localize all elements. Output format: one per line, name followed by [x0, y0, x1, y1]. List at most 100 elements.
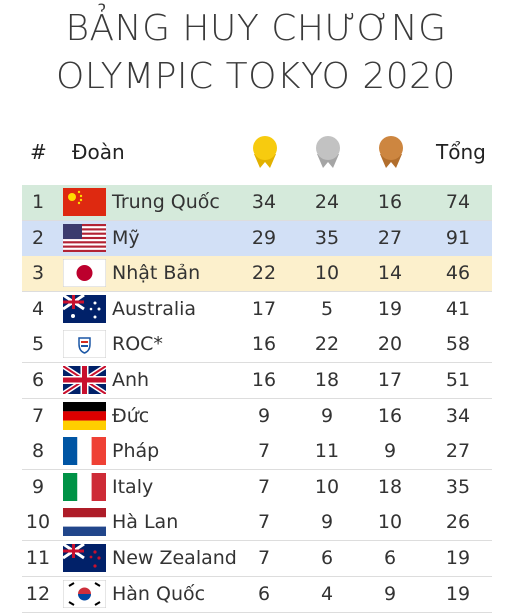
flag-icon: [63, 223, 106, 252]
rank: 3: [31, 262, 45, 285]
table-row: 11 New Zealand 7 6 6 19: [22, 541, 492, 577]
total-count: 41: [445, 297, 471, 320]
silver-count: 10: [314, 475, 340, 498]
total-count: 19: [445, 547, 471, 569]
bronze-count: 16: [377, 404, 403, 427]
gold-count: 34: [251, 191, 277, 213]
flag: [62, 329, 107, 362]
gold-count: 17: [251, 297, 277, 320]
flag: [62, 542, 106, 576]
gold-count: 7: [257, 547, 271, 569]
header-team: Đoàn: [72, 140, 125, 164]
flag-icon: [61, 363, 108, 397]
total-count: 51: [445, 369, 471, 391]
flag-icon: [63, 188, 106, 216]
flag-icon: [62, 542, 106, 572]
bronze-count: 18: [377, 475, 403, 498]
table-row: 5 ROC* 16 22 20 58: [22, 327, 492, 364]
team-name: Hà Lan: [112, 511, 179, 534]
flag: [63, 437, 106, 469]
total-count: 27: [445, 440, 471, 463]
flag: [62, 579, 107, 612]
gold-count: 29: [251, 226, 277, 249]
gold-count: 7: [257, 475, 271, 498]
table-row: 6 Anh 16 18 17 51: [22, 363, 492, 399]
gold-medal-icon: [253, 136, 277, 168]
gold-count: 16: [251, 369, 277, 391]
flag-icon: [63, 401, 106, 430]
team-name: Italy: [112, 475, 154, 498]
gold-count: 9: [257, 404, 271, 427]
bronze-count: 14: [377, 262, 403, 285]
flag: [62, 293, 106, 327]
flag: [63, 472, 106, 505]
team-name: New Zealand: [112, 547, 237, 569]
rank: 9: [31, 475, 45, 498]
total-count: 26: [445, 511, 471, 534]
team-name: Anh: [112, 369, 150, 391]
bronze-count: 20: [377, 333, 403, 356]
silver-count: 5: [320, 297, 334, 320]
table-row: 1 Trung Quốc 34 24 16 74: [22, 185, 492, 221]
header-total: Tổng: [436, 140, 486, 164]
team-name: Mỹ: [112, 226, 140, 249]
bronze-medal-icon: [379, 136, 403, 168]
rank: 10: [25, 511, 51, 534]
title-line: BẢNG HUY CHƯƠNG: [65, 8, 447, 49]
total-count: 58: [445, 333, 471, 356]
flag-icon: [63, 508, 106, 537]
gold-count: 6: [257, 582, 271, 605]
gold-count: 22: [251, 262, 277, 285]
rank: 12: [25, 582, 51, 605]
bronze-count: 10: [377, 511, 403, 534]
rank: 11: [25, 547, 51, 569]
gold-count: 7: [257, 511, 271, 534]
bronze-count: 6: [383, 547, 397, 569]
rank: 7: [31, 404, 45, 427]
rank: 4: [31, 297, 45, 320]
total-count: 91: [445, 226, 471, 249]
bronze-count: 16: [377, 191, 403, 213]
title-line: OLYMPIC TOKYO 2020: [56, 56, 456, 97]
bronze-count: 9: [383, 582, 397, 605]
table-row: 9 Italy 7 10 18 35: [22, 469, 492, 506]
flag-icon: [62, 329, 107, 359]
bronze-count: 17: [377, 369, 403, 391]
rank: 5: [31, 333, 45, 356]
flag-icon: [63, 437, 106, 466]
silver-count: 18: [314, 369, 340, 391]
flag-icon: [62, 293, 106, 323]
team-name: Australia: [112, 297, 197, 320]
flag: [63, 401, 106, 434]
gold-count: 16: [251, 333, 277, 356]
table-row: 4 Australia 17 5 19 41: [22, 291, 492, 328]
total-count: 74: [445, 191, 471, 213]
header-rank: #: [30, 140, 47, 164]
table-row: 8 Pháp 7 11 9 27: [22, 434, 492, 471]
team-name: Đức: [112, 404, 150, 427]
table-row: 2 Mỹ 29 35 27 91: [22, 220, 492, 257]
team-name: Trung Quốc: [112, 191, 220, 213]
silver-count: 22: [314, 333, 340, 356]
silver-count: 11: [314, 440, 340, 463]
table-row: 3 Nhật Bản 22 10 14 46: [22, 256, 492, 293]
silver-count: 35: [314, 226, 340, 249]
flag-icon: [62, 579, 107, 609]
silver-count: 9: [320, 404, 334, 427]
table-row: 12 Hàn Quốc 6 4 9 19: [22, 576, 492, 613]
silver-medal-icon: [316, 136, 340, 168]
total-count: 34: [445, 404, 471, 427]
flag: [61, 363, 108, 398]
flag: [63, 223, 106, 256]
flag: [62, 258, 107, 291]
silver-count: 4: [320, 582, 334, 605]
flag-icon: [62, 258, 107, 288]
silver-count: 9: [320, 511, 334, 534]
rank: 2: [31, 226, 45, 249]
flag-icon: [63, 472, 106, 501]
bronze-count: 9: [383, 440, 397, 463]
silver-count: 24: [314, 191, 340, 213]
team-name: ROC*: [112, 333, 163, 356]
rank: 8: [31, 440, 45, 463]
